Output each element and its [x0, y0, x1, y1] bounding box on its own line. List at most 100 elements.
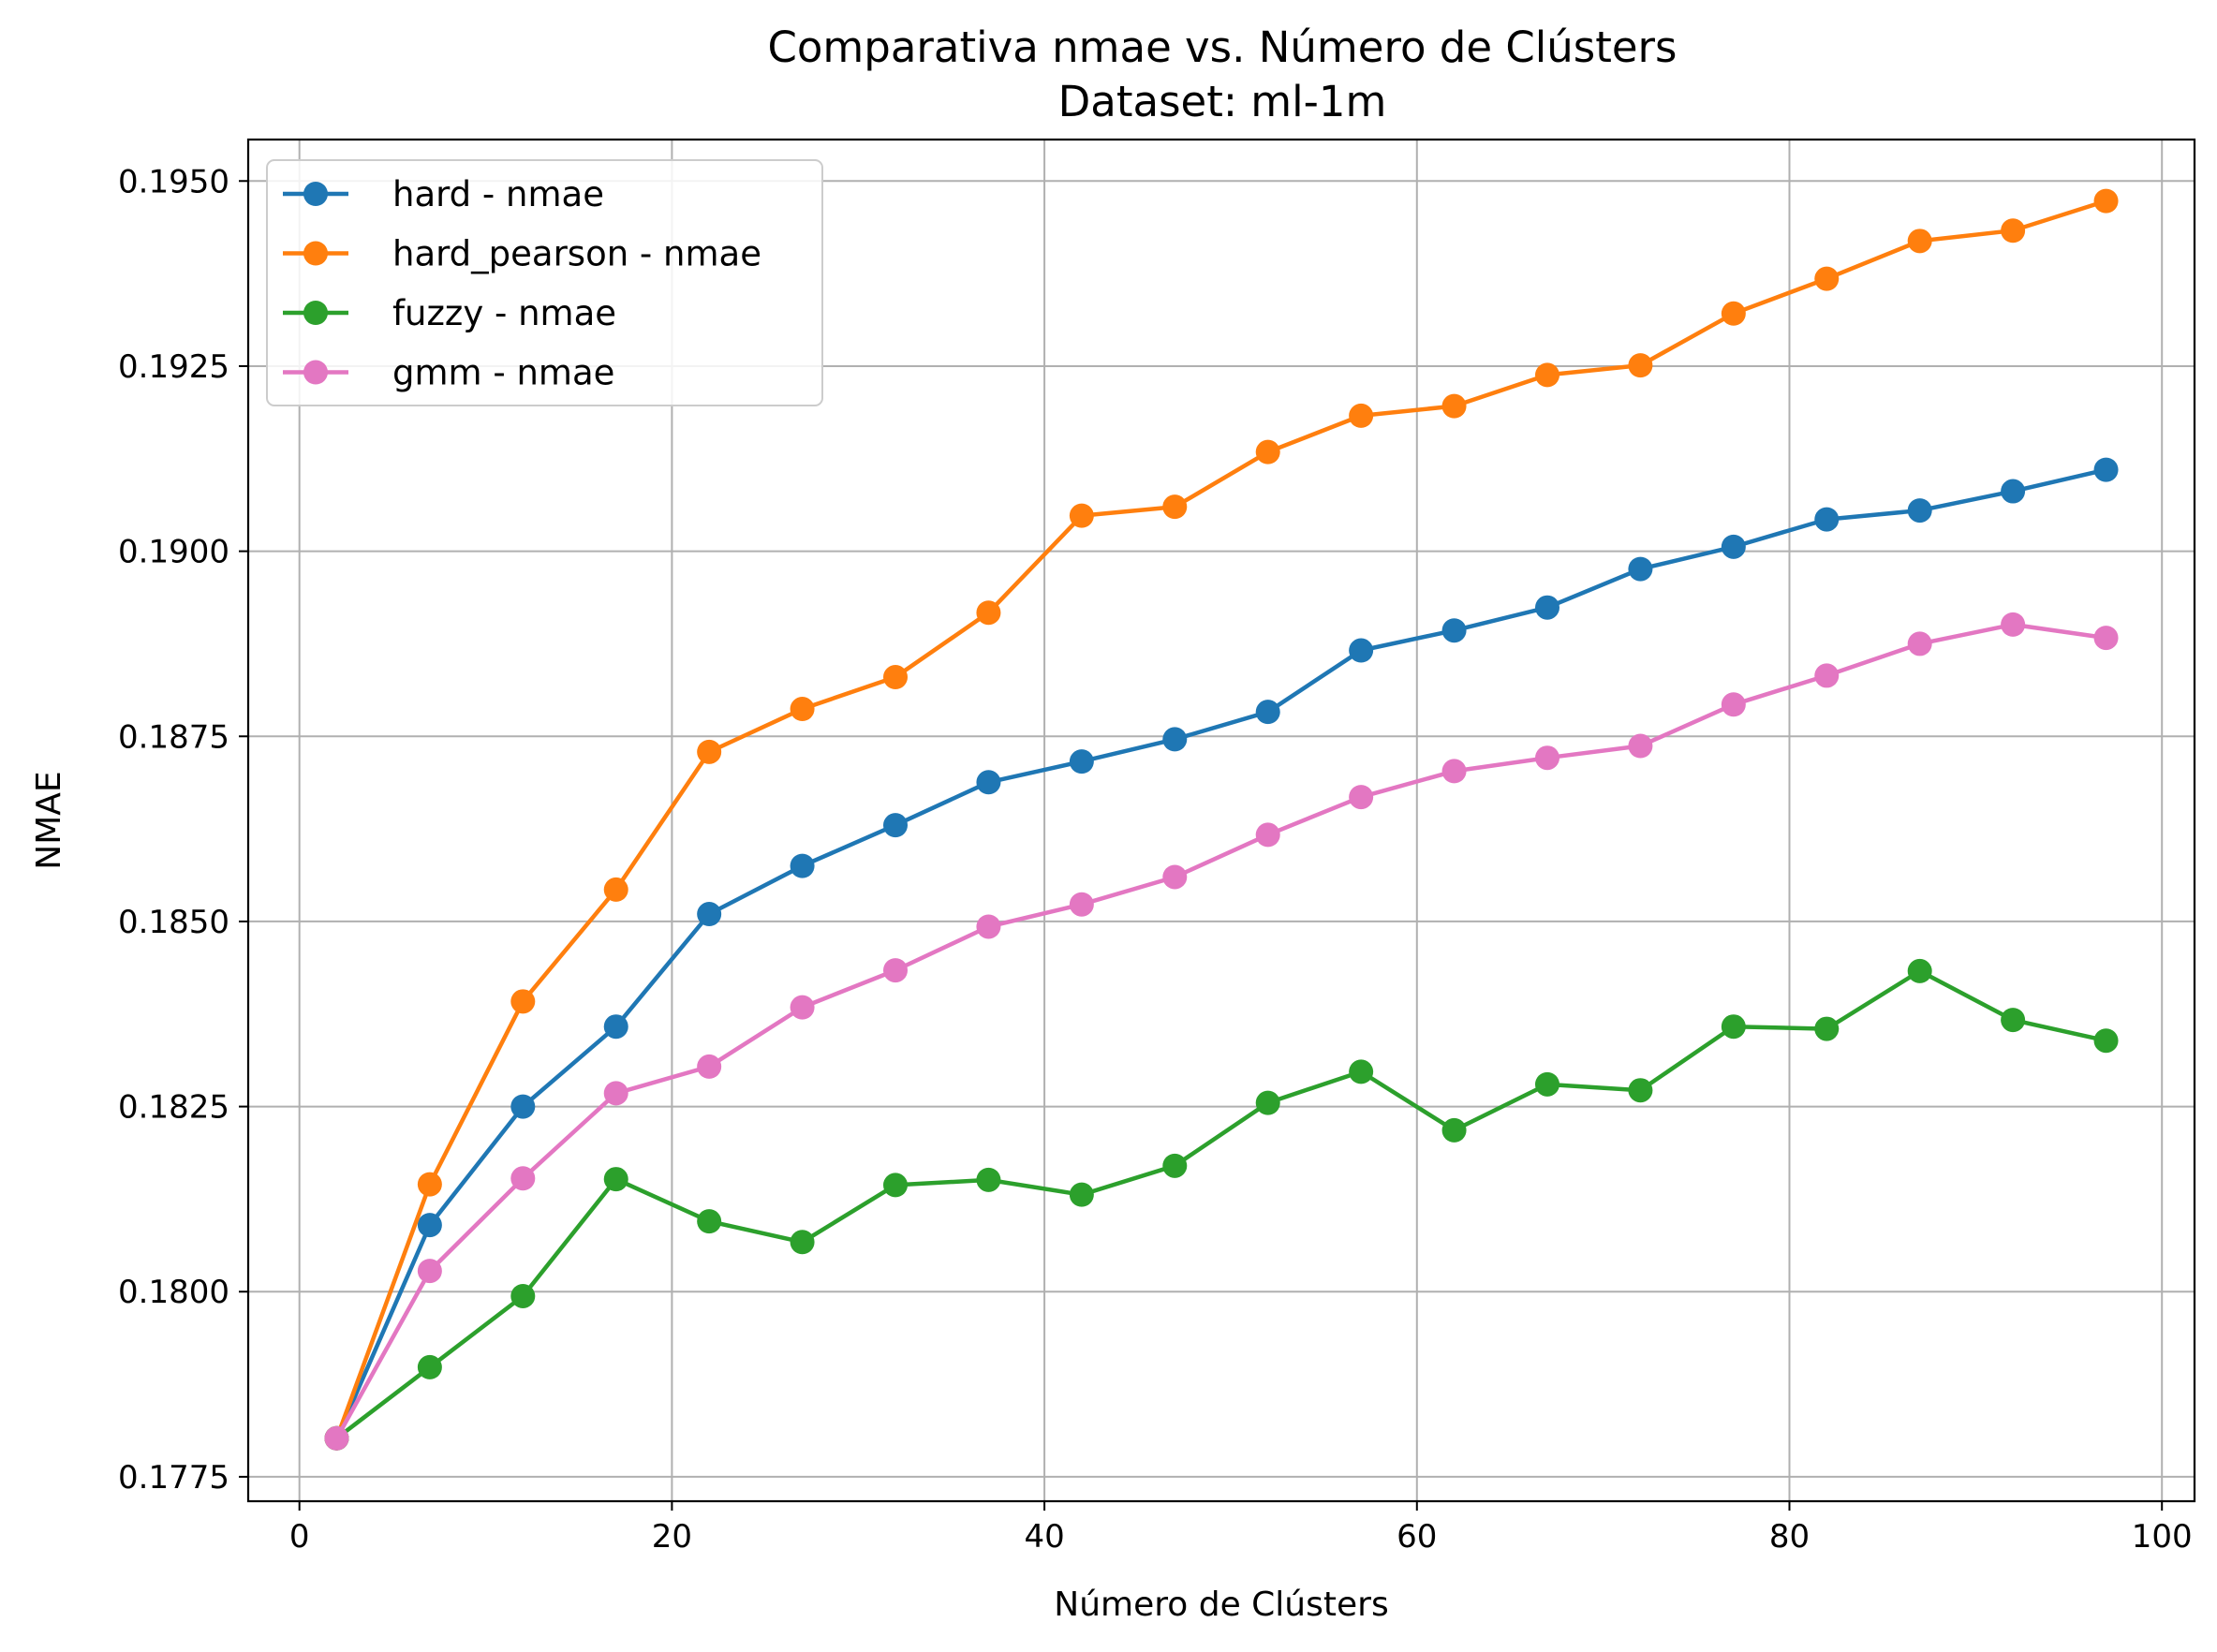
- data-point: [697, 1054, 722, 1079]
- data-point: [1162, 494, 1188, 520]
- data-point: [790, 697, 815, 722]
- data-point: [603, 1167, 628, 1192]
- data-point: [1907, 631, 1932, 656]
- y-tick-label: 0.1875: [118, 718, 229, 756]
- data-point: [2001, 1008, 2026, 1033]
- data-point: [2093, 626, 2119, 651]
- data-point: [1255, 822, 1280, 848]
- data-point: [790, 853, 815, 878]
- data-point: [883, 665, 909, 690]
- data-point: [1814, 266, 1840, 291]
- data-point: [976, 770, 1001, 795]
- data-point: [1162, 864, 1188, 890]
- data-point: [1907, 498, 1932, 524]
- data-point: [1814, 1016, 1840, 1041]
- data-point: [1255, 700, 1280, 725]
- y-axis-label: NMAE: [30, 771, 68, 869]
- data-point: [1814, 663, 1840, 688]
- series-layer: [324, 188, 2119, 1451]
- data-point: [697, 1209, 722, 1234]
- data-point: [697, 739, 722, 764]
- legend-label: gmm - nmae: [392, 353, 614, 393]
- data-point: [790, 995, 815, 1020]
- series-line: [335, 968, 2106, 1440]
- data-point: [1628, 353, 1653, 378]
- legend: hard - nmae hard_pearson - nmae fuzzy - nm…: [266, 159, 823, 406]
- data-point: [2093, 1028, 2119, 1054]
- chart-title: Comparativa nmae vs. Número de Clústers: [767, 22, 1677, 72]
- data-point: [1069, 892, 1094, 917]
- data-point: [1255, 1090, 1280, 1115]
- x-axis-label: Número de Clústers: [1054, 1586, 1388, 1624]
- data-point: [1349, 638, 1374, 663]
- data-point: [1069, 749, 1094, 774]
- x-tick-label: 0: [289, 1518, 310, 1556]
- data-point: [417, 1213, 442, 1238]
- data-point: [417, 1259, 442, 1284]
- y-tick-label: 0.1825: [118, 1089, 229, 1127]
- x-tick-label: 60: [1397, 1518, 1437, 1556]
- chart-subtitle: Dataset: ml-1m: [1058, 77, 1387, 126]
- series-line: [334, 622, 2106, 1439]
- legend-marker: [303, 241, 328, 266]
- legend-marker: [303, 182, 328, 206]
- data-point: [1349, 403, 1374, 428]
- data-point: [1534, 1071, 1559, 1097]
- y-tick-label: 0.1850: [118, 904, 229, 941]
- data-point: [1441, 759, 1467, 784]
- data-point: [1628, 733, 1653, 759]
- y-tick-label: 0.1950: [118, 163, 229, 200]
- data-point: [976, 914, 1001, 939]
- data-point: [1069, 503, 1094, 528]
- legend-box: [266, 159, 823, 406]
- data-point: [1721, 1014, 1746, 1040]
- data-point: [1441, 393, 1467, 419]
- data-point: [417, 1172, 442, 1197]
- legend-marker: [303, 360, 328, 385]
- y-tick-label: 0.1925: [118, 348, 229, 386]
- data-point: [2093, 188, 2119, 214]
- data-point: [1441, 1117, 1467, 1143]
- legend-label: fuzzy - nmae: [392, 293, 616, 333]
- data-point: [2001, 612, 2026, 637]
- data-point: [2093, 457, 2119, 482]
- data-point: [976, 1167, 1001, 1192]
- data-point: [2001, 218, 2026, 243]
- series-line: [334, 199, 2107, 1439]
- data-point: [603, 1081, 628, 1106]
- data-point: [1162, 727, 1188, 752]
- data-point: [790, 1230, 815, 1255]
- data-point: [1534, 745, 1559, 771]
- grid-lines: [248, 140, 2195, 1501]
- data-point: [697, 902, 722, 927]
- y-tick-label: 0.1775: [118, 1459, 229, 1497]
- data-point: [883, 958, 909, 983]
- x-tick-label: 20: [652, 1518, 692, 1556]
- data-point: [1814, 507, 1840, 532]
- data-point: [1907, 958, 1932, 983]
- data-point: [976, 600, 1001, 626]
- data-point: [603, 1014, 628, 1040]
- legend-marker: [303, 301, 328, 325]
- data-point: [1349, 785, 1374, 810]
- data-point: [1069, 1182, 1094, 1207]
- data-point: [883, 813, 909, 838]
- data-point: [1721, 534, 1746, 559]
- data-point: [1721, 301, 1746, 326]
- axis-ticks: 0 20 40 60 80 100 0.1775 0.1800 0.1825 0.1850 0.18…: [118, 163, 2193, 1556]
- data-point: [1534, 362, 1559, 388]
- data-point: [1907, 229, 1932, 254]
- data-point: [1628, 556, 1653, 582]
- data-point: [1628, 1078, 1653, 1103]
- data-point: [1441, 618, 1467, 643]
- data-point: [510, 1094, 536, 1119]
- legend-label: hard - nmae: [392, 174, 604, 214]
- data-point: [510, 1166, 536, 1191]
- x-tick-label: 40: [1024, 1518, 1064, 1556]
- legend-label: hard_pearson - nmae: [392, 234, 761, 274]
- data-point: [510, 1283, 536, 1308]
- x-tick-label: 80: [1769, 1518, 1810, 1556]
- data-point: [324, 1425, 349, 1451]
